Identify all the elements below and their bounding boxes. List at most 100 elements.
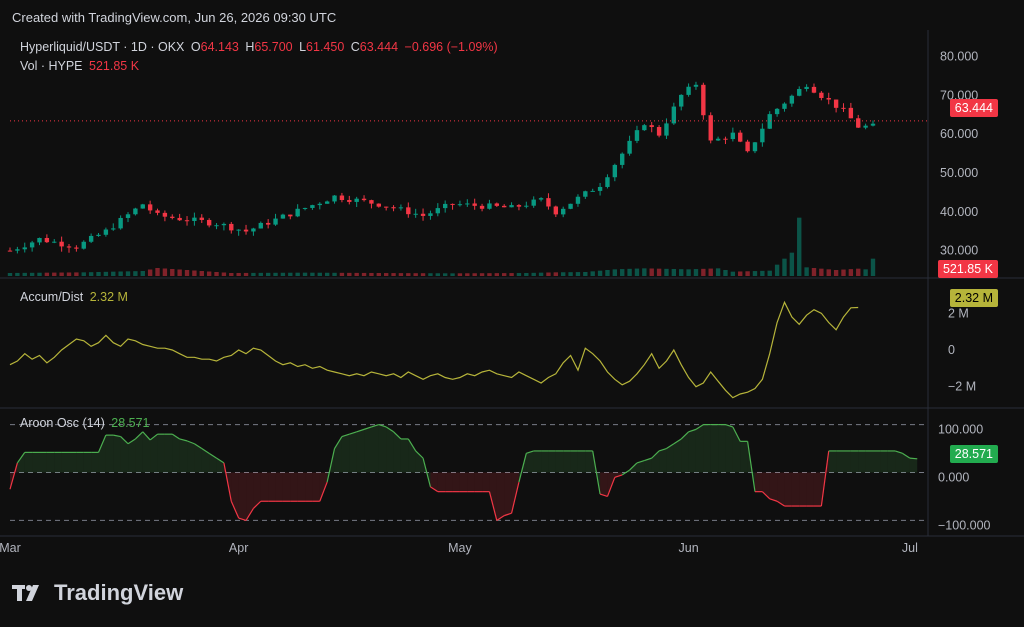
low-value: 61.450 <box>306 40 345 54</box>
close-value: 63.444 <box>359 40 399 54</box>
aroon-fill <box>791 472 800 507</box>
volume-bar <box>568 272 573 276</box>
aroon-fill <box>865 450 873 473</box>
aroon-line-segment <box>422 457 432 488</box>
aroon-line-segment <box>776 500 785 507</box>
volume-bar <box>752 271 758 276</box>
aroon-line-segment <box>680 431 690 440</box>
ad-line <box>9 300 859 399</box>
aroon-line-segment <box>606 477 616 497</box>
candle-body <box>428 213 433 216</box>
candle-body <box>605 177 610 187</box>
candle-body <box>752 142 758 152</box>
tradingview-logo-icon <box>12 582 46 604</box>
volume-bar <box>502 273 507 276</box>
candle-body <box>295 208 300 217</box>
aroon-fill <box>105 435 114 473</box>
candle-body <box>324 201 330 204</box>
aroon-fill <box>673 438 682 473</box>
candle-body <box>538 198 544 200</box>
candle-body <box>516 205 522 207</box>
aroon-fill <box>69 452 77 473</box>
aroon-fill <box>880 450 888 473</box>
aroon-fill <box>54 452 62 473</box>
aroon-fill <box>128 438 136 473</box>
volume-bar <box>693 269 699 276</box>
candle-body <box>553 206 559 215</box>
aroon-line-segment <box>658 447 667 452</box>
candle-body <box>848 107 854 119</box>
candle-body <box>561 208 566 215</box>
volume-bar <box>347 272 352 276</box>
aroon-line-segment <box>636 459 645 464</box>
volume-bar <box>664 268 669 276</box>
candle-body <box>450 203 455 205</box>
candle-body <box>251 228 256 232</box>
candle-body <box>708 115 713 141</box>
aroon-fill <box>312 472 320 502</box>
volume-bar <box>229 273 234 276</box>
aroon-fill <box>297 472 306 502</box>
volume-label[interactable]: Vol · HYPE <box>20 59 83 73</box>
candle-body <box>620 153 625 165</box>
ad-label[interactable]: Accum/Dist <box>20 290 84 304</box>
aroon-line-segment <box>820 450 830 507</box>
volume-bar <box>701 268 706 276</box>
candle-body <box>701 84 706 116</box>
candle-body <box>391 207 396 209</box>
candle-body <box>29 242 35 248</box>
candle-body <box>147 204 153 211</box>
aroon-fill <box>777 472 785 507</box>
aroon-fill <box>268 472 276 502</box>
symbol-label[interactable]: Hyperliquid/USDT · 1D · OKX <box>20 40 185 54</box>
volume-bar <box>391 273 396 276</box>
volume-bar <box>413 273 418 276</box>
candle-body <box>774 108 780 115</box>
volume-bar <box>339 272 345 276</box>
candle-body <box>811 86 817 93</box>
open-value: 64.143 <box>200 40 239 54</box>
volume-bar <box>605 270 610 276</box>
aroon-fill <box>585 450 593 473</box>
volume-bar <box>288 272 293 276</box>
candle-body <box>856 118 861 128</box>
candle-body <box>841 107 846 109</box>
aroon-line-segment <box>16 452 26 464</box>
aroon-line-segment <box>186 440 195 445</box>
volume-bar <box>642 268 647 276</box>
candle-body <box>797 89 802 96</box>
volume-bar <box>708 268 713 276</box>
aroon-fill <box>437 472 446 492</box>
volume-bar <box>170 269 175 276</box>
aroon-fill <box>32 452 40 473</box>
aroon-line-segment <box>97 434 107 453</box>
ad-value: 2.32 M <box>89 290 128 304</box>
aroon-line-segment <box>252 500 262 509</box>
candle-body <box>74 247 79 249</box>
candle-body <box>546 198 551 207</box>
aroon-fill <box>187 440 195 473</box>
candle-body <box>804 86 809 90</box>
candle-body <box>531 199 536 206</box>
price-legend: Hyperliquid/USDT · 1D · OKX O64.143 H65.… <box>20 40 501 54</box>
aroon-line-segment <box>518 453 527 483</box>
time-tick-label: Jul <box>902 541 918 555</box>
volume-bar <box>597 270 603 276</box>
aroon-label[interactable]: Aroon Osc (14) <box>20 416 105 430</box>
candle-body <box>524 205 529 207</box>
aroon-fill <box>688 429 696 473</box>
candle-body <box>487 203 492 209</box>
aroon-fill <box>644 458 652 473</box>
aroon-fill <box>142 431 151 473</box>
candle-body <box>671 106 677 124</box>
aroon-fill <box>577 450 586 473</box>
candle-body <box>354 198 359 202</box>
volume-bar <box>236 272 241 276</box>
aroon-line-segment <box>415 450 424 459</box>
volume-bar <box>833 270 839 276</box>
volume-bar <box>686 269 691 276</box>
volume-bar <box>88 272 94 276</box>
candle-body <box>192 217 197 221</box>
volume-bar <box>494 273 500 276</box>
